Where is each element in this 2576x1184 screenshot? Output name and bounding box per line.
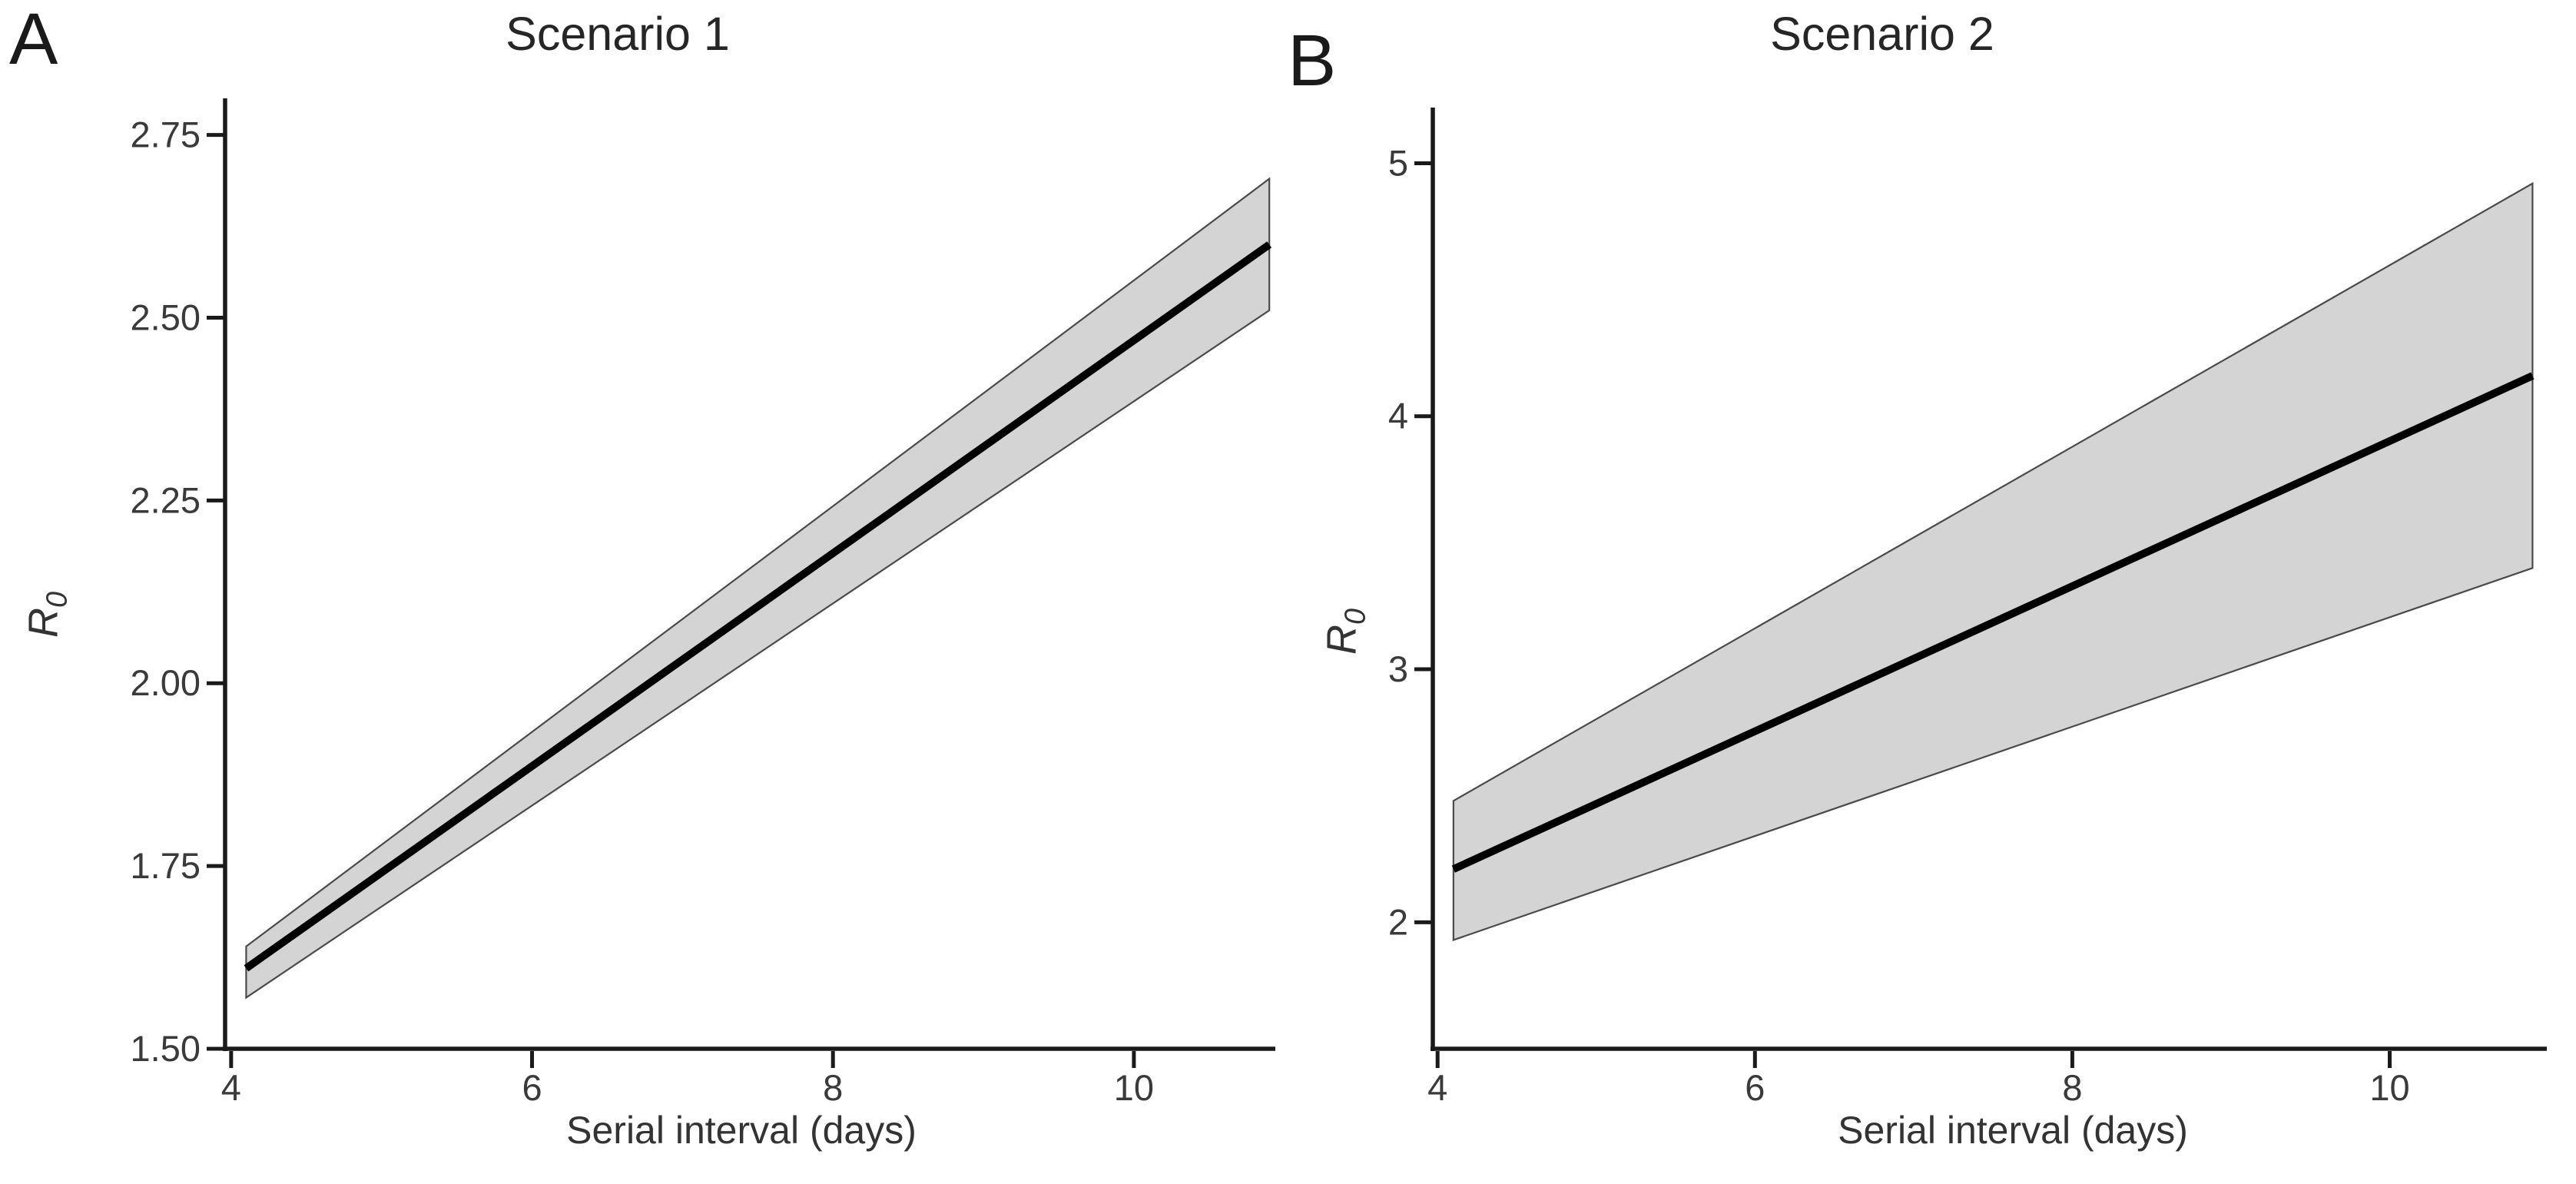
panel-a-letter: A — [9, 0, 58, 80]
panel-a-xaxis-title: Serial interval (days) — [566, 1109, 917, 1152]
panel-b-xaxis-title: Serial interval (days) — [1838, 1109, 2188, 1152]
y-tick-label: 2.75 — [131, 114, 201, 155]
r0-symbol: R — [1318, 625, 1365, 655]
x-tick-label: 10 — [2369, 1067, 2409, 1108]
y-tick-label: 2 — [1388, 901, 1408, 942]
panel-b-letter: B — [1288, 20, 1337, 101]
mean-line — [244, 241, 1272, 972]
r0-symbol: R — [20, 608, 67, 638]
panel-a-yaxis-title: R0 — [20, 591, 74, 638]
panel-b-title: Scenario 2 — [1770, 8, 1994, 60]
y-tick-label: 2.00 — [131, 662, 201, 703]
x-tick-label: 4 — [1427, 1067, 1447, 1108]
x-tick-label: 6 — [1745, 1067, 1765, 1108]
x-tick-label: 6 — [522, 1067, 542, 1108]
y-tick-label: 2.25 — [131, 479, 201, 520]
y-tick-label: 2.50 — [131, 297, 201, 337]
mean-line — [1451, 372, 2535, 873]
x-tick-label: 10 — [1114, 1067, 1154, 1108]
y-tick-label: 4 — [1388, 396, 1408, 436]
x-tick-label: 8 — [2062, 1067, 2082, 1108]
y-tick-label: 3 — [1388, 648, 1408, 689]
x-tick-label: 4 — [221, 1067, 241, 1108]
y-tick-label: 1.75 — [131, 845, 201, 886]
y-tick-label: 1.50 — [131, 1028, 201, 1069]
panel-a-title: Scenario 1 — [506, 8, 730, 60]
confidence-ribbon — [245, 177, 1271, 1000]
r0-subscript: 0 — [41, 591, 74, 609]
panel-b-yaxis-title: R0 — [1318, 608, 1372, 655]
x-tick-label: 8 — [823, 1067, 843, 1108]
confidence-ribbon — [1452, 181, 2534, 941]
y-tick-label: 5 — [1388, 142, 1408, 183]
r0-subscript: 0 — [1339, 608, 1372, 625]
